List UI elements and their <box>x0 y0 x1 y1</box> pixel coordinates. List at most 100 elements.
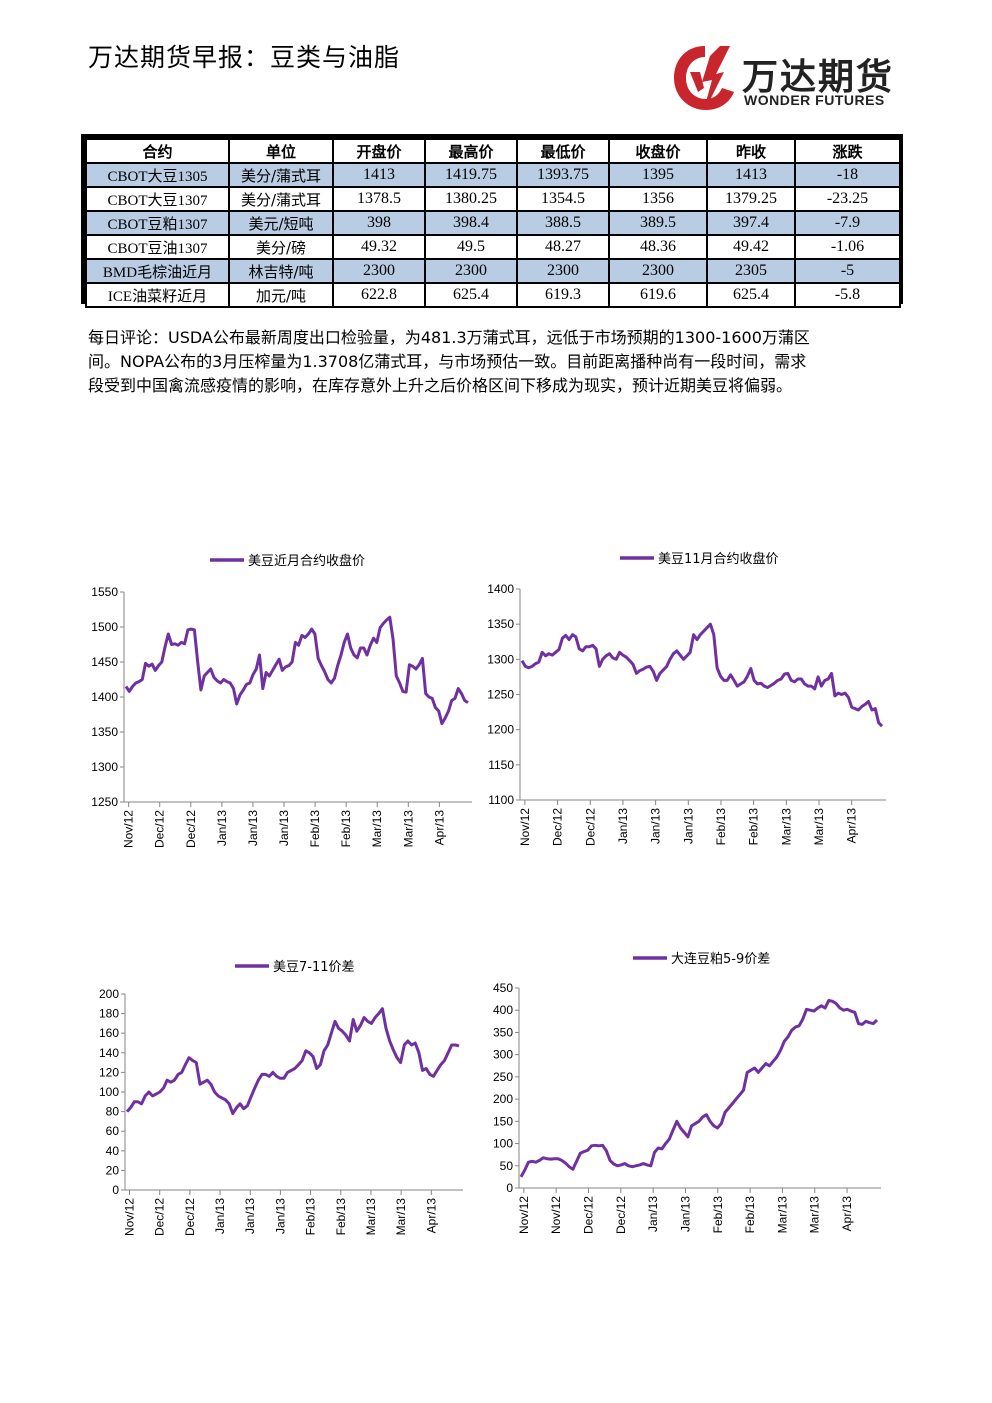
y-tick-label: 1250 <box>91 795 118 809</box>
table-header-row: 合约 单位 开盘价 最高价 最低价 收盘价 昨收 涨跌 <box>85 138 901 164</box>
chart-svg: 1250 1300 1350 1400 1450 1500 1550 Nov/12 Dec/12… <box>91 553 472 848</box>
prev-close-cell: 1413 <box>706 162 796 188</box>
x-tick-label: Dec/12 <box>581 1196 595 1234</box>
column-header: 昨收 <box>706 138 796 164</box>
y-tick-label: 1400 <box>91 690 118 704</box>
x-tick-label: Mar/13 <box>370 810 384 848</box>
change-cell: -23.25 <box>794 186 901 212</box>
change-cell: -1.06 <box>794 234 901 260</box>
x-tick-label: Jan/13 <box>215 810 229 846</box>
chart-svg: 0 50 100 150 200 250 300 350 400 450 Nov/12 Nov/12 D… <box>493 951 881 1234</box>
table-row: ICE油菜籽近月 加元/吨 622.8 625.4 619.3 619.6 62… <box>85 282 901 308</box>
comment-line: 间。NOPA公布的3月压榨量为1.3708亿蒲式耳，与市场预估一致。目前距离播种… <box>88 352 807 371</box>
x-tick-label: Mar/13 <box>812 808 826 846</box>
high-cell: 2300 <box>424 258 518 284</box>
series-line <box>519 998 879 1178</box>
legend-label: 大连豆粕5-9价差 <box>671 951 770 967</box>
x-tick-label: Apr/13 <box>432 810 446 846</box>
low-cell: 2300 <box>516 258 610 284</box>
high-cell: 1419.75 <box>424 162 518 188</box>
y-tick-label: 160 <box>99 1026 119 1040</box>
company-logo: 万达期货 WONDER FUTURES <box>672 40 902 112</box>
series-line <box>124 615 469 726</box>
high-cell: 625.4 <box>424 282 518 308</box>
x-tick-label: Dec/12 <box>184 810 198 848</box>
x-tick-label: Jan/13 <box>678 1196 692 1232</box>
table-row: BMD毛棕油近月 林吉特/吨 2300 2300 2300 2300 2305 … <box>85 258 901 284</box>
y-tick-label: 180 <box>99 1007 119 1021</box>
close-cell: 48.36 <box>608 234 708 260</box>
x-tick-label: Nov/12 <box>123 1198 137 1236</box>
column-header: 收盘价 <box>608 138 708 164</box>
contract-cell: ICE油菜籽近月 <box>85 282 230 308</box>
x-tick-label: Feb/13 <box>308 810 322 848</box>
unit-cell: 美分/蒲式耳 <box>228 186 334 212</box>
y-tick-label: 140 <box>99 1046 119 1060</box>
x-tick-label: Mar/13 <box>779 808 793 846</box>
open-cell: 398 <box>332 210 426 236</box>
column-header: 最高价 <box>424 138 518 164</box>
x-tick-label: Mar/13 <box>401 810 415 848</box>
prev-close-cell: 2305 <box>706 258 796 284</box>
x-tick-label: Feb/13 <box>711 1196 725 1234</box>
contract-cell: CBOT大豆1307 <box>85 186 230 212</box>
prev-close-cell: 49.42 <box>706 234 796 260</box>
x-tick-label: Feb/13 <box>714 808 728 846</box>
y-tick-label: 1500 <box>91 620 118 634</box>
series-line <box>520 622 884 728</box>
x-tick-label: Jan/13 <box>646 1196 660 1232</box>
y-tick-label: 450 <box>493 981 513 995</box>
contract-cell: CBOT豆油1307 <box>85 234 230 260</box>
y-tick-label: 60 <box>106 1124 120 1138</box>
x-tick-label: Jan/13 <box>649 808 663 844</box>
close-cell: 619.6 <box>608 282 708 308</box>
legend-label: 美豆近月合约收盘价 <box>248 553 365 569</box>
quote-table-frame: 合约 单位 开盘价 最高价 最低价 收盘价 昨收 涨跌 CBOT大豆1305 美… <box>81 134 903 308</box>
y-tick-label: 0 <box>506 1181 513 1195</box>
chart-near-month-close: 1250 1300 1350 1400 1450 1500 1550 Nov/12 Dec/12… <box>80 540 480 870</box>
change-cell: -5 <box>794 258 901 284</box>
y-tick-label: 1400 <box>487 582 514 596</box>
low-cell: 1354.5 <box>516 186 610 212</box>
column-header: 合约 <box>85 138 230 164</box>
prev-close-cell: 625.4 <box>706 282 796 308</box>
y-tick-label: 0 <box>112 1183 119 1197</box>
x-tick-label: Nov/12 <box>517 1196 531 1234</box>
unit-cell: 美分/磅 <box>228 234 334 260</box>
open-cell: 622.8 <box>332 282 426 308</box>
table-row: CBOT大豆1307 美分/蒲式耳 1378.5 1380.25 1354.5 … <box>85 186 901 212</box>
prev-close-cell: 1379.25 <box>706 186 796 212</box>
x-tick-label: Jan/13 <box>681 808 695 844</box>
x-tick-label: Dec/12 <box>153 1198 167 1236</box>
high-cell: 398.4 <box>424 210 518 236</box>
x-tick-label: Dec/12 <box>551 808 565 846</box>
y-tick-label: 100 <box>493 1137 513 1151</box>
logo-mark-icon <box>674 46 734 110</box>
x-tick-label: Jan/13 <box>246 810 260 846</box>
low-cell: 619.3 <box>516 282 610 308</box>
y-tick-label: 1150 <box>488 758 514 772</box>
y-tick-label: 80 <box>106 1105 120 1119</box>
y-tick-label: 50 <box>500 1159 514 1173</box>
y-tick-label: 1350 <box>91 725 118 739</box>
comment-line: 段受到中国禽流感疫情的影响，在库存意外上升之后价格区间下移成为现实，预计近期美豆… <box>88 376 793 395</box>
low-cell: 48.27 <box>516 234 610 260</box>
y-tick-label: 1200 <box>487 723 514 737</box>
x-tick-label: Mar/13 <box>775 1196 789 1234</box>
y-tick-label: 20 <box>106 1163 120 1177</box>
chart-nov-contract-close: 1100 1150 1200 1250 1300 1350 1400 Nov/12 Dec/12… <box>475 538 895 868</box>
close-cell: 1395 <box>608 162 708 188</box>
legend-label: 美豆11月合约收盘价 <box>658 551 779 567</box>
y-tick-label: 300 <box>493 1048 513 1062</box>
logo-text-cn: 万达期货 <box>742 57 895 98</box>
contract-cell: CBOT豆粕1307 <box>85 210 230 236</box>
column-header: 最低价 <box>516 138 610 164</box>
change-cell: -7.9 <box>794 210 901 236</box>
x-tick-label: Apr/13 <box>845 808 859 844</box>
x-tick-label: Jan/13 <box>243 1198 257 1234</box>
y-tick-label: 1550 <box>91 585 118 599</box>
y-tick-label: 250 <box>493 1070 513 1084</box>
open-cell: 1413 <box>332 162 426 188</box>
y-tick-label: 1100 <box>488 793 514 807</box>
x-tick-label: Mar/13 <box>394 1198 408 1236</box>
